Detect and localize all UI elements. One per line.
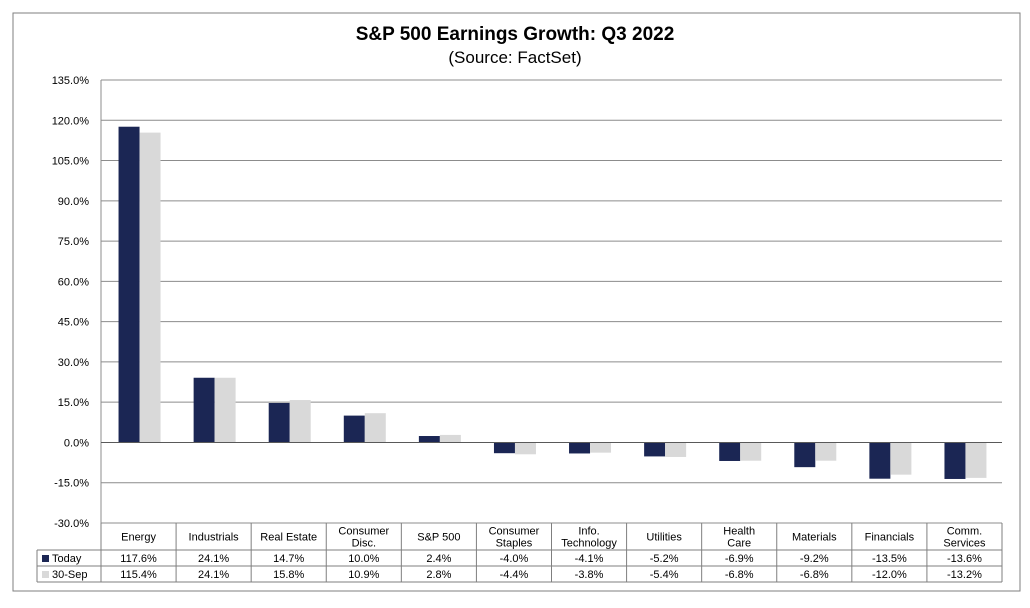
category-label: Consumer xyxy=(338,526,389,538)
data-label: -13.2% xyxy=(947,569,982,581)
bar-today xyxy=(343,415,365,443)
bar-today xyxy=(944,442,966,479)
y-tick-label: 60.0% xyxy=(58,276,89,288)
data-table: Energy Industrials Real Estate ConsumerDisc… xyxy=(36,523,1003,583)
y-tick-label: 90.0% xyxy=(58,196,89,208)
data-label: -3.8% xyxy=(575,569,604,581)
y-tick-label: 75.0% xyxy=(58,236,89,248)
legend-swatch xyxy=(42,571,49,578)
bar-30-sep xyxy=(289,400,311,443)
bar-today xyxy=(719,442,741,461)
bar-today xyxy=(869,442,891,479)
bar-30-sep xyxy=(590,442,612,453)
bar-30-sep xyxy=(740,442,762,461)
category-label: Consumer xyxy=(489,526,540,538)
category-label: Energy xyxy=(121,532,156,544)
category-label: Utilities xyxy=(646,532,682,544)
data-label: -6.9% xyxy=(725,553,754,565)
category-label: Services xyxy=(943,538,986,550)
data-label: -6.8% xyxy=(800,569,829,581)
y-tick-label: 30.0% xyxy=(58,357,89,369)
category-label: Financials xyxy=(865,532,915,544)
data-label: 115.4% xyxy=(120,569,157,581)
data-label: 117.6% xyxy=(120,553,157,565)
category-label: Real Estate xyxy=(260,532,317,544)
y-tick-label: 120.0% xyxy=(52,115,90,127)
data-label: 2.4% xyxy=(426,553,451,565)
bar-30-sep xyxy=(514,442,536,455)
data-label: 15.8% xyxy=(273,569,304,581)
data-label: 10.9% xyxy=(348,569,379,581)
category-label: S&P 500 xyxy=(417,532,460,544)
y-tick-label: 105.0% xyxy=(52,156,90,168)
data-label: -4.0% xyxy=(500,553,529,565)
category-label: Industrials xyxy=(189,532,240,544)
category-label: Disc. xyxy=(352,538,376,550)
y-tick-label: 0.0% xyxy=(64,437,89,449)
bar-today xyxy=(493,442,515,454)
data-label: 24.1% xyxy=(198,569,229,581)
category-label: Care xyxy=(727,538,751,550)
data-label: -5.4% xyxy=(650,569,679,581)
bar-today xyxy=(644,442,666,457)
bar-today xyxy=(418,436,440,443)
category-label: Health xyxy=(723,526,755,538)
data-label: 10.0% xyxy=(348,553,379,565)
legend-label: Today xyxy=(52,553,82,565)
y-tick-label: 45.0% xyxy=(58,317,89,329)
chart-subtitle: (Source: FactSet) xyxy=(448,48,581,67)
bar-today xyxy=(268,402,290,443)
data-label: -5.2% xyxy=(650,553,679,565)
category-label: Technology xyxy=(561,538,617,550)
legend-swatch xyxy=(42,555,49,562)
data-label: -9.2% xyxy=(800,553,829,565)
y-axis-ticks: 135.0% 120.0% 105.0% 90.0% 75.0% 60.0% 45.0% 30… xyxy=(52,75,90,530)
y-tick-label: 135.0% xyxy=(52,75,90,87)
bar-30-sep xyxy=(364,413,386,443)
chart-title: S&P 500 Earnings Growth: Q3 2022 xyxy=(356,24,675,45)
chart-frame xyxy=(12,12,1021,592)
bar-30-sep xyxy=(139,132,161,443)
y-tick-label: 15.0% xyxy=(58,397,89,409)
legend-label: 30-Sep xyxy=(52,569,87,581)
bars xyxy=(101,126,1002,479)
bar-30-sep xyxy=(890,442,912,475)
data-label: -4.4% xyxy=(500,569,529,581)
data-label: -4.1% xyxy=(575,553,604,565)
y-tick-label: -15.0% xyxy=(54,478,89,490)
data-label: 24.1% xyxy=(198,553,229,565)
bar-today xyxy=(193,377,215,443)
bar-today xyxy=(118,126,140,443)
category-label: Comm. xyxy=(947,526,982,538)
bar-30-sep xyxy=(214,377,236,443)
y-tick-label: -30.0% xyxy=(54,518,89,530)
bar-today xyxy=(794,442,816,468)
bar-30-sep xyxy=(439,434,461,443)
data-label: -6.8% xyxy=(725,569,754,581)
data-label: -13.6% xyxy=(947,553,982,565)
data-label: 2.8% xyxy=(426,569,451,581)
category-label: Materials xyxy=(792,532,837,544)
bar-30-sep xyxy=(665,442,687,457)
data-label: 14.7% xyxy=(273,553,304,565)
data-label: -12.0% xyxy=(872,569,907,581)
bar-today xyxy=(569,442,591,454)
data-label: -13.5% xyxy=(872,553,907,565)
category-label: Staples xyxy=(496,538,533,550)
bar-30-sep xyxy=(965,442,987,478)
category-label: Info. xyxy=(578,526,599,538)
bar-30-sep xyxy=(815,442,837,461)
